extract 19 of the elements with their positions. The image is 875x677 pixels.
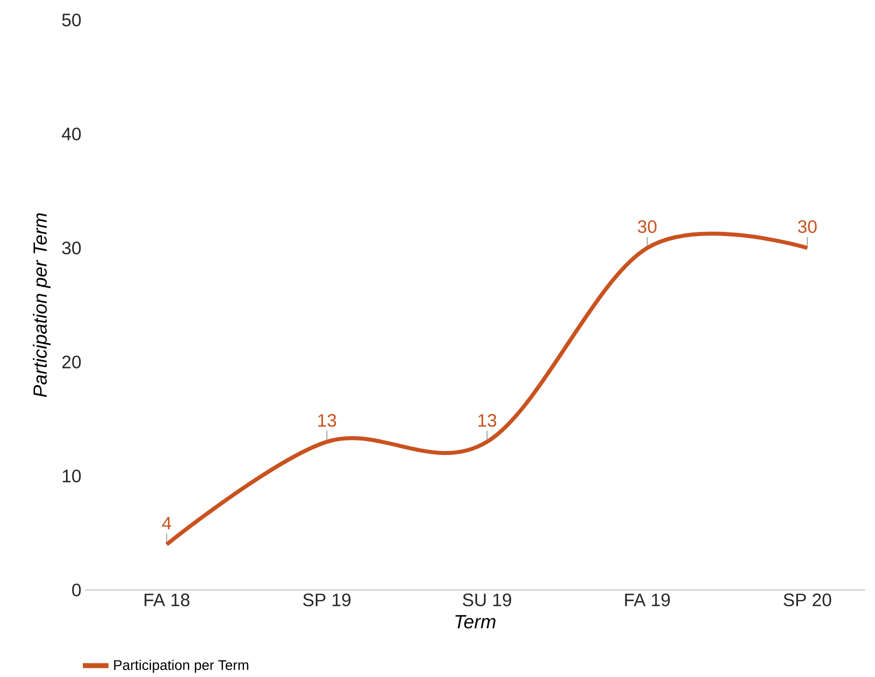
- y-tick-label: 30: [62, 242, 81, 254]
- x-tick-label: SP 19: [303, 594, 350, 606]
- legend-label: Participation per Term: [114, 660, 248, 673]
- x-tick-label: FA 19: [625, 594, 670, 606]
- y-tick-label: 50: [62, 14, 81, 26]
- data-label: 4: [162, 517, 172, 530]
- y-tick-label: 10: [62, 470, 81, 482]
- x-tick-label: SU 19: [462, 594, 512, 606]
- x-axis-title: Term: [455, 615, 496, 628]
- y-tick-label: 0: [72, 584, 81, 596]
- y-tick-label: 20: [62, 356, 81, 368]
- x-tick-label: SP 20: [784, 594, 832, 606]
- data-label: 13: [478, 414, 496, 427]
- data-label: 13: [318, 414, 336, 427]
- y-tick-label: 40: [62, 128, 81, 140]
- data-label: 30: [638, 220, 656, 233]
- x-tick-label: FA 18: [144, 594, 190, 606]
- y-axis-title: Participation per Term: [32, 213, 51, 397]
- data-label: 30: [798, 220, 817, 233]
